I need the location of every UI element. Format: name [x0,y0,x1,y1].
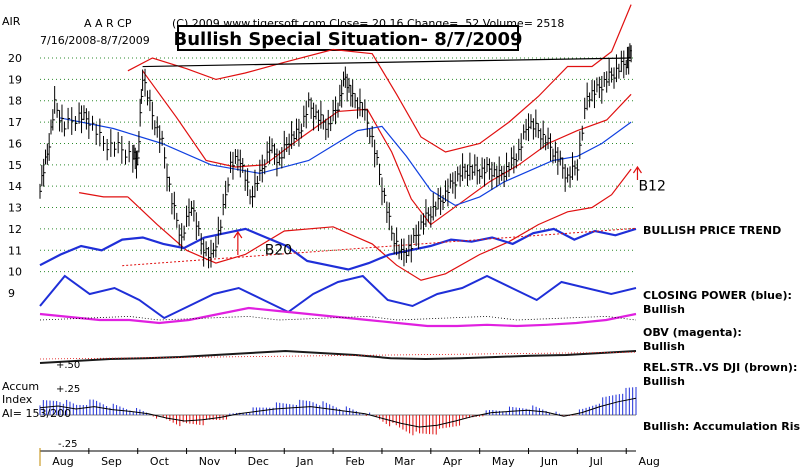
x-tick-label: Aug [52,455,73,468]
x-tick-label: Aug [638,455,659,468]
trend-label: BULLISH PRICE TREND [643,224,781,237]
closing-power-label: CLOSING POWER (blue): [643,289,792,302]
chart-title: Bullish Special Situation- 8/7/2009 [173,29,522,50]
rel-strength-tick: +.50 [56,360,80,371]
price-trend-line [39,227,637,271]
accum-status: Bullish: Accumulation Rising [643,420,800,433]
accum-tick-lo: -.25 [58,439,78,450]
accum-ma-line [39,397,637,428]
y-tick-label: 16 [8,137,22,150]
annotation-label: B20 [265,243,292,259]
x-tick-label: Jan [295,455,313,468]
x-tick-label: Oct [150,455,170,468]
title-box [177,25,519,51]
y-tick-label: 18 [8,95,22,108]
obv-label: OBV (magenta): [643,326,742,339]
x-tick-label: Jul [589,455,603,468]
y-tick-label: 9 [8,287,15,300]
accum-tick-hi: +.25 [56,384,80,395]
x-tick-label: Sep [101,455,122,468]
accum-title-1: Accum [2,380,39,393]
rel-strength-ma-line [39,351,637,360]
x-tick-label: Dec [248,455,269,468]
moving-average-line [59,117,632,207]
annotation-label: B12 [638,178,665,194]
resistance-line [142,57,632,68]
annotations: B20 B12 [233,165,666,259]
x-tick-label: Mar [394,455,415,468]
band-lower-left-line [78,192,128,198]
x-tick-label: Jun [540,455,558,468]
buy-arrow-b12-head [632,165,642,174]
x-tick-label: Nov [199,455,221,468]
y-tick-label: 19 [8,73,22,86]
buy-arrow-b20-head [233,230,243,239]
y-tick-label: 15 [8,159,22,172]
y-tick-label: 11 [8,244,22,257]
band-upper-line [127,4,632,153]
series-lines [39,4,637,364]
rel-strength-line [39,349,637,364]
closing-power-status: Bullish [643,303,685,316]
x-tick-label: Feb [345,455,364,468]
rel-strength-status: Bullish [643,375,685,388]
x-tick-label: Apr [443,455,463,468]
y-tick-label: 10 [8,266,22,279]
obv-line [39,306,637,328]
x-axis-ticks: Aug Sep Oct Nov Dec Jan Feb Mar Apr May Jun Jul Aug [39,448,660,468]
obv-status: Bullish [643,340,685,353]
y-tick-label: 20 [8,52,22,65]
price-grid [40,57,636,273]
x-tick-label: May [492,455,515,468]
symbol-label: AIR [2,15,21,28]
y-tick-label: 12 [8,223,22,236]
accum-index-panel [39,387,637,436]
rel-strength-label: REL.STR..VS DJI (brown): [643,361,797,374]
obv-ma-line [39,315,637,321]
accum-ai: AI= 153/200 [2,407,71,420]
y-tick-label: 17 [8,116,22,129]
y-axis-ticks: 20 19 18 17 16 15 14 13 12 11 10 9 [8,52,22,300]
company-label: A A R CP [84,17,132,30]
y-tick-label: 13 [8,202,22,215]
date-range-label: 7/16/2008-8/7/2009 [40,34,150,47]
accum-title-2: Index [2,393,33,406]
closing-power-line [39,274,637,320]
price-bars [39,43,632,269]
trend-ma-line [122,227,637,267]
y-tick-label: 14 [8,180,22,193]
